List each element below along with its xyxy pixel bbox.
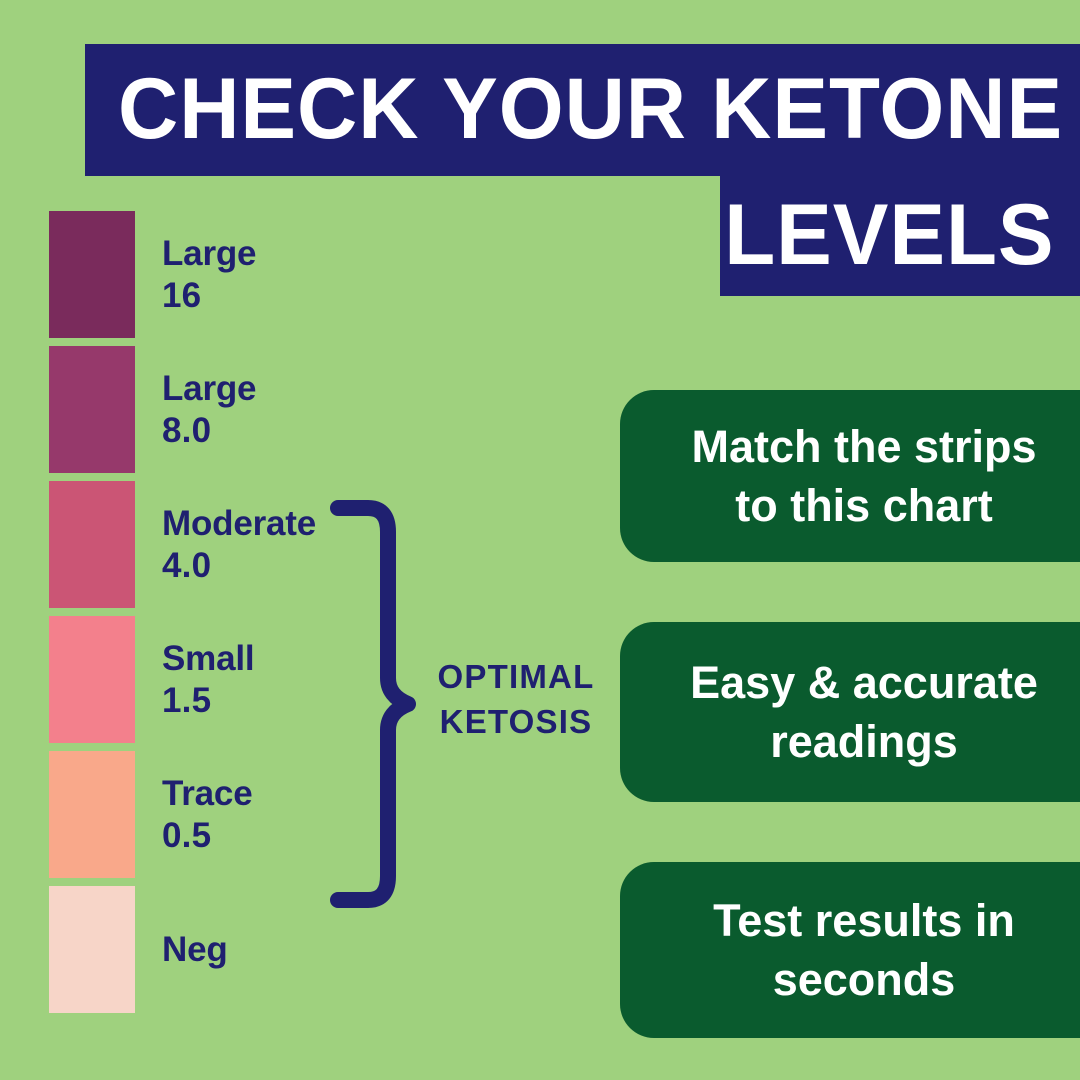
- level-name: Neg: [162, 929, 228, 969]
- feature-card-match-strips: Match the strips to this chart: [620, 390, 1080, 562]
- feature-card-text: Match the strips to this chart: [691, 417, 1036, 536]
- level-value: 1.5: [162, 680, 212, 720]
- swatch-label-moderate-4: Moderate 4.0: [162, 481, 316, 608]
- level-value: 16: [162, 275, 202, 315]
- feature-card-line1: Test results in: [713, 894, 1015, 946]
- level-name: Moderate: [162, 504, 316, 544]
- level-value: 8.0: [162, 410, 212, 450]
- swatch-label-trace-0-5: Trace 0.5: [162, 751, 253, 878]
- optimal-ketosis-line1: OPTIMAL: [437, 658, 595, 695]
- page-title-line2: LEVELS: [724, 187, 1055, 284]
- feature-card-text: Test results in seconds: [713, 891, 1015, 1010]
- swatch-label-small-1-5: Small 1.5: [162, 616, 255, 743]
- optimal-ketosis-label: OPTIMAL KETOSIS: [416, 655, 616, 744]
- feature-card-easy-accurate: Easy & accurate readings: [620, 622, 1080, 802]
- level-name: Large: [162, 234, 257, 274]
- feature-card-line1: Easy & accurate: [690, 656, 1038, 708]
- title-banner-line2: LEVELS: [720, 176, 1080, 296]
- level-value: 4.0: [162, 545, 212, 585]
- level-value: 0.5: [162, 815, 212, 855]
- color-swatch-large-16: [49, 211, 135, 338]
- page-title-line1: CHECK YOUR KETONE: [118, 61, 1064, 158]
- optimal-ketosis-line2: KETOSIS: [439, 702, 593, 740]
- level-name: Small: [162, 639, 255, 679]
- color-swatch-trace-0-5: [49, 751, 135, 878]
- feature-card-text: Easy & accurate readings: [690, 653, 1038, 772]
- level-name: Large: [162, 369, 257, 409]
- feature-card-line2: seconds: [772, 954, 956, 1005]
- swatch-label-neg: Neg: [162, 886, 228, 1013]
- color-swatch-large-8: [49, 346, 135, 473]
- title-banner-line1: CHECK YOUR KETONE: [85, 44, 1080, 176]
- feature-card-line1: Match the strips: [691, 420, 1037, 472]
- swatch-label-large-8: Large 8.0: [162, 346, 257, 473]
- swatch-label-large-16: Large 16: [162, 211, 257, 338]
- level-name: Trace: [162, 774, 253, 814]
- curly-brace-icon: [330, 500, 416, 908]
- color-swatch-neg: [49, 886, 135, 1013]
- color-swatch-moderate-4: [49, 481, 135, 608]
- feature-card-test-results: Test results in seconds: [620, 862, 1080, 1038]
- color-swatch-small-1-5: [49, 616, 135, 743]
- feature-card-line2: to this chart: [735, 480, 993, 531]
- feature-card-line2: readings: [770, 716, 958, 767]
